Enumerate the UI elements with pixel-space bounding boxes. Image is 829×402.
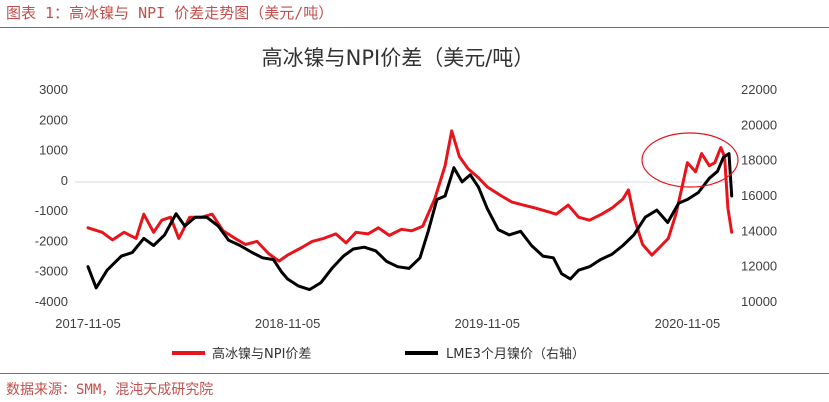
- source-note: 数据来源：SMM，混沌天成研究院: [6, 382, 214, 398]
- right-tick-label: 12000: [741, 259, 777, 274]
- figure-caption: 图表 1：高冰镍与 NPI 价差走势图（美元/吨）: [6, 4, 334, 22]
- highlight-ellipse: [641, 132, 739, 188]
- x-tick-label: 2020-11-05: [655, 316, 721, 331]
- x-axis: 2017-11-05 2018-11-05 2019-11-05 2020-11-05: [55, 316, 720, 331]
- right-tick-label: 16000: [741, 188, 777, 203]
- left-tick-label: 2000: [39, 112, 68, 127]
- series-line-spread: [86, 129, 734, 263]
- right-tick-label: 14000: [741, 223, 777, 238]
- left-tick-label: -1000: [35, 203, 68, 218]
- chart-svg: 高冰镍与NPI价差（美元/吨） 3000200010000-1000-2000-…: [35, 46, 777, 362]
- left-tick-label: 3000: [39, 82, 68, 97]
- right-tick-label: 10000: [741, 294, 777, 309]
- left-tick-label: -3000: [35, 264, 68, 279]
- legend-label-lme: LME3个月镍价（右轴）: [446, 347, 585, 362]
- legend-label-spread: 高冰镍与NPI价差: [212, 346, 311, 362]
- left-y-axis: 3000 2000 1000 0 -1000 -2000 -3000 -4000: [35, 82, 68, 309]
- left-tick-label: 0: [61, 173, 68, 188]
- caption-divider: [0, 27, 829, 28]
- left-tick-label: 1000: [39, 143, 68, 158]
- x-tick-label: 2019-11-05: [454, 316, 520, 331]
- left-tick-label: -4000: [35, 294, 68, 309]
- right-tick-label: 20000: [741, 117, 777, 132]
- series-line-lme: [86, 152, 734, 292]
- right-y-axis: 22000 20000 18000 16000 14000 12000 10000: [741, 82, 777, 309]
- right-tick-label: 22000: [741, 82, 777, 97]
- right-tick-label: 18000: [741, 153, 777, 168]
- x-tick-label: 2018-11-05: [255, 316, 321, 331]
- left-tick-label: -2000: [35, 233, 68, 248]
- source-divider: [0, 373, 829, 374]
- chart-title: 高冰镍与NPI价差（美元/吨）: [262, 46, 535, 70]
- series-layer: [86, 129, 734, 292]
- x-tick-label: 2017-11-05: [55, 316, 121, 331]
- legend: 高冰镍与NPI价差 LME3个月镍价（右轴）: [172, 346, 585, 362]
